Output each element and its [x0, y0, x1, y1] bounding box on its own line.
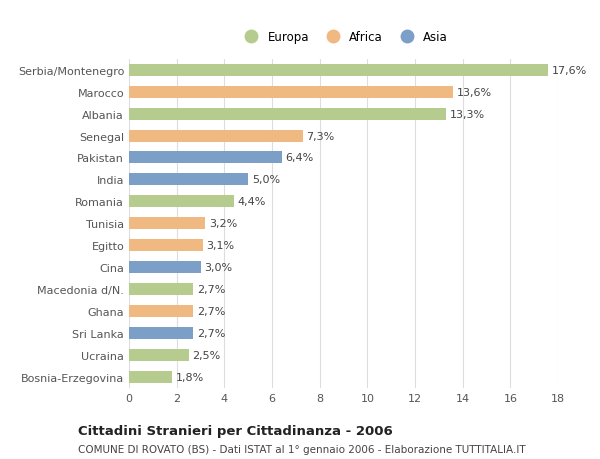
Bar — [129, 305, 193, 317]
Bar — [129, 327, 193, 339]
Text: 2,7%: 2,7% — [197, 285, 226, 294]
Text: 13,6%: 13,6% — [457, 88, 492, 97]
Bar — [129, 218, 205, 230]
Text: Cittadini Stranieri per Cittadinanza - 2006: Cittadini Stranieri per Cittadinanza - 2… — [78, 425, 393, 437]
Text: 6,4%: 6,4% — [285, 153, 313, 163]
Bar — [129, 371, 172, 383]
Text: 3,0%: 3,0% — [204, 263, 232, 273]
Bar — [129, 152, 281, 164]
Bar — [129, 196, 234, 208]
Text: 3,1%: 3,1% — [206, 241, 235, 251]
Bar — [129, 262, 200, 274]
Legend: Europa, Africa, Asia: Europa, Africa, Asia — [235, 26, 452, 49]
Text: COMUNE DI ROVATO (BS) - Dati ISTAT al 1° gennaio 2006 - Elaborazione TUTTITALIA.: COMUNE DI ROVATO (BS) - Dati ISTAT al 1°… — [78, 444, 526, 454]
Bar — [129, 174, 248, 186]
Bar — [129, 65, 548, 77]
Bar — [129, 86, 453, 99]
Text: 7,3%: 7,3% — [307, 131, 335, 141]
Bar — [129, 283, 193, 296]
Text: 3,2%: 3,2% — [209, 219, 237, 229]
Bar — [129, 349, 188, 361]
Text: 2,5%: 2,5% — [192, 350, 220, 360]
Text: 5,0%: 5,0% — [252, 175, 280, 185]
Bar — [129, 240, 203, 252]
Text: 2,7%: 2,7% — [197, 328, 226, 338]
Text: 4,4%: 4,4% — [238, 197, 266, 207]
Bar — [129, 130, 303, 142]
Text: 2,7%: 2,7% — [197, 306, 226, 316]
Bar — [129, 108, 446, 120]
Text: 17,6%: 17,6% — [552, 66, 587, 76]
Text: 1,8%: 1,8% — [175, 372, 204, 382]
Text: 13,3%: 13,3% — [449, 109, 485, 119]
